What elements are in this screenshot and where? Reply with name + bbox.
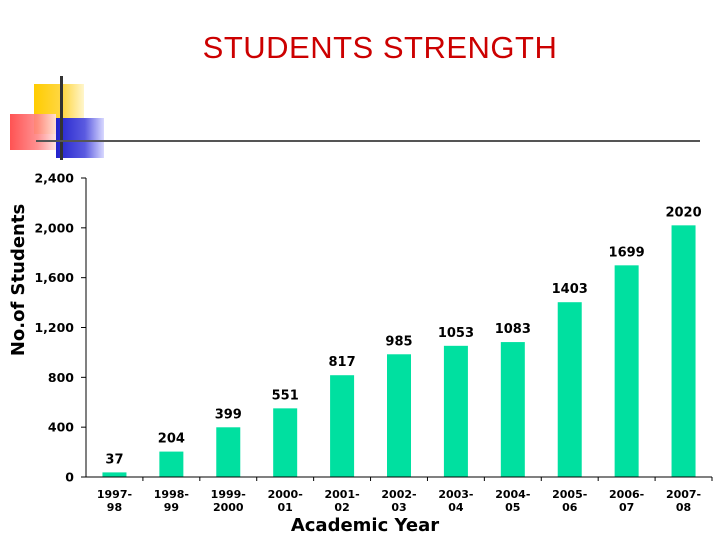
x-tick-label: 2000 <box>213 501 244 514</box>
bar <box>614 265 639 477</box>
bar <box>330 375 355 477</box>
x-tick-label: 04 <box>448 501 464 514</box>
bar <box>443 345 468 477</box>
y-axis-title: No.of Students <box>8 204 29 356</box>
data-label: 399 <box>215 407 242 422</box>
data-label: 1699 <box>609 245 645 260</box>
x-tick-label: 2002- <box>381 488 416 501</box>
x-tick-label: 06 <box>562 501 578 514</box>
bar <box>273 408 298 477</box>
x-tick-label: 98 <box>107 501 122 514</box>
x-tick-label: 08 <box>676 501 691 514</box>
x-tick-label: 1998- <box>154 488 189 501</box>
x-tick-label: 1999- <box>211 488 246 501</box>
y-tick-label: 2,400 <box>34 171 74 186</box>
x-tick-label: 03 <box>391 501 406 514</box>
x-tick-label: 01 <box>278 501 293 514</box>
x-axis: 1997-98 1998-99 1999-2000 2000-01 2001-02 200… <box>86 476 713 514</box>
x-tick-label: 1997- <box>97 488 132 501</box>
x-axis-title: Academic Year <box>291 515 439 536</box>
data-label: 1083 <box>495 322 531 337</box>
decorative-red-square <box>10 114 56 150</box>
x-tick-label: 05 <box>505 501 520 514</box>
data-label: 2020 <box>665 205 701 220</box>
y-tick-label: 800 <box>48 370 74 385</box>
decorative-horizontal-line <box>36 140 700 142</box>
x-tick-label: 07 <box>619 501 634 514</box>
data-label: 985 <box>385 334 412 349</box>
data-labels: 37 204 399 551 817 985 1053 1083 1403 1699 2020 <box>105 205 701 467</box>
bar <box>102 472 127 477</box>
bar <box>216 427 241 477</box>
y-tick-label: 1,600 <box>34 270 74 285</box>
x-tick-label: 2004- <box>495 488 530 501</box>
x-tick-label: 02 <box>334 501 349 514</box>
slide-title: STUDENTS STRENGTH <box>202 30 558 65</box>
y-tick-label: 1,200 <box>34 320 74 335</box>
data-label: 37 <box>105 452 123 467</box>
x-tick-label: 2003- <box>438 488 473 501</box>
bar <box>159 451 184 477</box>
decorative-blue-square <box>56 118 104 158</box>
x-tick-label: 2006- <box>609 488 644 501</box>
data-label: 1053 <box>438 326 474 341</box>
y-tick-label: 400 <box>48 420 74 435</box>
data-label: 551 <box>272 388 299 403</box>
bar <box>671 225 696 477</box>
data-label: 1403 <box>552 282 588 297</box>
data-label: 817 <box>329 355 356 370</box>
y-axis: 0 400 800 1,200 1,600 2,000 2,400 <box>34 171 87 485</box>
data-label: 204 <box>158 432 185 447</box>
x-tick-label: 2001- <box>324 488 359 501</box>
x-tick-label: 2007- <box>666 488 701 501</box>
decorative-vertical-line <box>60 76 63 160</box>
x-tick-label: 2000- <box>268 488 303 501</box>
y-tick-label: 0 <box>65 470 74 485</box>
bar <box>557 302 582 477</box>
bar <box>387 354 411 477</box>
bars <box>102 225 696 477</box>
x-tick-label: 99 <box>164 501 179 514</box>
x-tick-label: 2005- <box>552 488 587 501</box>
y-tick-label: 2,000 <box>34 220 74 235</box>
bar <box>500 342 525 477</box>
